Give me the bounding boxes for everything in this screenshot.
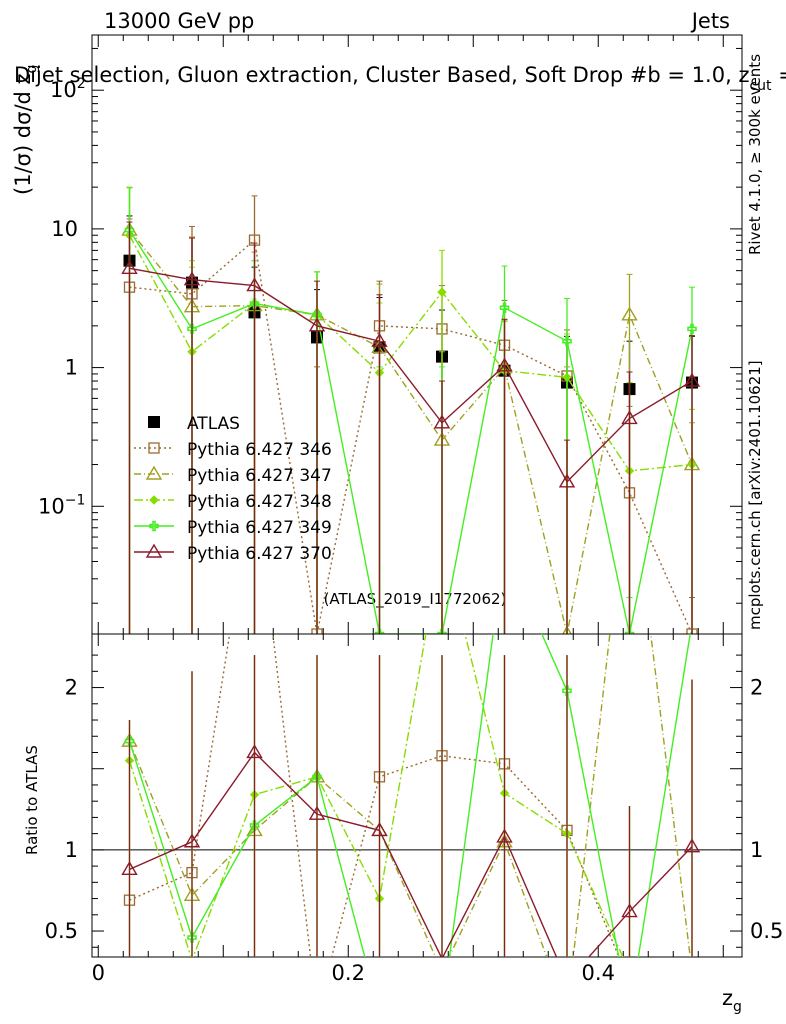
data-point-pythia-6-427-349 xyxy=(499,302,510,314)
x-tick-label: 0.4 xyxy=(582,961,615,985)
data-point-pythia-6-427-370 xyxy=(308,317,326,332)
ratio-point-pythia-6-427-349 xyxy=(312,771,322,783)
data-point-pythia-6-427-349 xyxy=(187,323,197,335)
ratio-point-pythia-6-427-349 xyxy=(562,685,572,697)
energy-label: 13000 GeV pp xyxy=(104,9,254,33)
data-point-pythia-6-427-348 xyxy=(437,287,447,297)
legend-marker-atlas xyxy=(148,416,160,428)
data-point-pythia-6-427-370 xyxy=(433,414,451,429)
data-point-pythia-6-427-349 xyxy=(624,628,635,634)
ratio-point-pythia-6-427-349 xyxy=(124,735,135,747)
y-axis-label-main: (1/σ) dσ/d zg xyxy=(11,65,40,195)
ratio-line-pythia-6-427-370 xyxy=(129,751,693,957)
ratio-line-pythia-6-427-347 xyxy=(128,634,691,957)
y-axis-label-ratio: Ratio to ATLAS xyxy=(23,745,41,855)
ratio-point-pythia-6-427-349 xyxy=(187,932,197,943)
series-line-pythia-6-427-348 xyxy=(128,234,693,472)
rivet-label: Rivet 4.1.0, ≥ 300k events xyxy=(746,54,764,255)
watermark: (ATLAS_2019_I1772062) xyxy=(324,590,507,609)
ratio-point-pythia-6-427-370 xyxy=(371,822,388,837)
data-point-pythia-6-427-349 xyxy=(124,224,135,236)
data-point-pythia-6-427-349 xyxy=(562,335,572,347)
legend: ATLAS Pythia 6.427 346 Pythia 6.427 347 Pyt… xyxy=(134,414,332,564)
legend-marker-pythia-6-427-349 xyxy=(149,520,159,532)
data-point-pythia-6-427-347 xyxy=(621,306,638,321)
ratio-point-pythia-6-427-370 xyxy=(121,860,138,876)
data-point-pythia-6-427-349 xyxy=(437,628,447,634)
ratio-point-pythia-6-427-370 xyxy=(308,805,326,820)
legend-marker-pythia-6-427-346 xyxy=(148,442,160,454)
legend-label-pythia-6-427-346: Pythia 6.427 346 xyxy=(187,440,332,460)
ratio-y-tick-label: 1 xyxy=(65,838,78,862)
legend-label-pythia-6-427-370: Pythia 6.427 370 xyxy=(187,544,332,564)
y-tick-label: 10 xyxy=(51,217,78,241)
category-label: Jets xyxy=(690,9,730,33)
ratio-line-pythia-6-427-349 xyxy=(128,634,691,957)
x-tick-label: 0 xyxy=(92,961,105,985)
legend-label-pythia-6-427-349: Pythia 6.427 349 xyxy=(187,518,332,538)
legend-marker-pythia-6-427-347 xyxy=(145,465,163,480)
main-series-group xyxy=(121,186,701,634)
ratio-y-tick-label-right: 1 xyxy=(750,838,763,862)
main-panel: 102 10 1 10−1 xyxy=(38,34,743,957)
series-line-pythia-6-427-347 xyxy=(128,229,693,634)
legend-label-pythia-6-427-347: Pythia 6.427 347 xyxy=(187,466,332,486)
ratio-series-group xyxy=(121,634,701,957)
series-line-pythia-6-427-346 xyxy=(129,238,693,634)
series-line-pythia-6-427-349 xyxy=(128,229,693,634)
data-point-pythia-6-427-370 xyxy=(183,271,201,286)
data-point-pythia-6-427-370 xyxy=(621,410,638,425)
data-point-pythia-6-427-349 xyxy=(374,628,385,634)
ratio-point-pythia-6-427-370 xyxy=(683,838,701,853)
data-point-pythia-6-427-370 xyxy=(121,259,138,274)
y-tick-label: 1 xyxy=(65,356,78,380)
ratio-point-pythia-6-427-370 xyxy=(621,903,638,918)
legend-marker-pythia-6-427-348 xyxy=(149,495,159,505)
data-point-pythia-6-427-370 xyxy=(496,357,513,372)
ratio-line-pythia-6-427-348 xyxy=(128,634,624,957)
ratio-line-pythia-6-427-346 xyxy=(129,634,620,957)
ratio-point-pythia-6-427-370 xyxy=(496,828,513,843)
data-point-pythia-6-427-347 xyxy=(562,625,572,634)
plot-title: Dijet selection, Gluon extraction, Clust… xyxy=(14,63,786,94)
legend-label-atlas: ATLAS xyxy=(187,414,240,434)
ratio-panel: 0 0.2 0.4 2 2 1 1 0.5 0.5 xyxy=(45,633,783,985)
data-point-pythia-6-427-370 xyxy=(371,332,388,347)
ratio-point-pythia-6-427-370 xyxy=(183,833,201,848)
mcplots-label: mcplots.cern.ch [arXiv:2401.10621] xyxy=(746,360,764,630)
ratio-point-pythia-6-427-370 xyxy=(246,744,263,759)
y-tick-label: 10−1 xyxy=(38,492,85,518)
ratio-frame xyxy=(91,633,743,958)
ratio-point-pythia-6-427-349 xyxy=(249,820,260,831)
data-point-pythia-6-427-370 xyxy=(246,277,263,292)
ratio-y-tick-label-right: 2 xyxy=(750,676,763,700)
ratio-y-tick-label: 0.5 xyxy=(45,919,78,943)
series-line-pythia-6-427-370 xyxy=(129,267,693,484)
legend-label-pythia-6-427-348: Pythia 6.427 348 xyxy=(187,492,332,512)
data-point-pythia-6-427-349 xyxy=(687,323,697,335)
ratio-y-tick-label: 2 xyxy=(65,676,78,700)
x-tick-label: 0.2 xyxy=(332,961,365,985)
data-point-pythia-6-427-370 xyxy=(558,473,576,488)
ratio-y-tick-label-right: 0.5 xyxy=(750,919,783,943)
y-tick-label: 102 xyxy=(50,76,86,102)
data-point-pythia-6-427-370 xyxy=(683,372,701,387)
x-axis-label: zg xyxy=(722,986,742,1015)
data-point-pythia-6-427-349 xyxy=(249,298,260,309)
data-point-pythia-6-427-349 xyxy=(312,309,322,321)
legend-marker-pythia-6-427-370 xyxy=(145,543,163,558)
